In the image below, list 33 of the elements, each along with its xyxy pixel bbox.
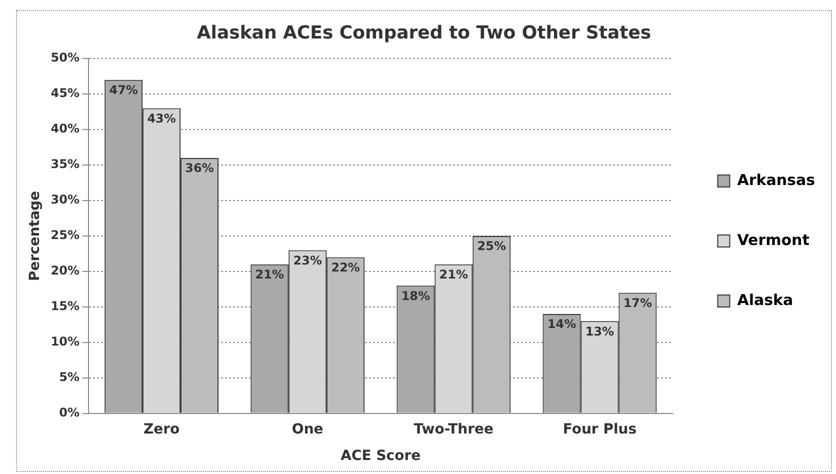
y-tick-label: 50% bbox=[50, 50, 80, 65]
y-tick-label: 15% bbox=[50, 299, 80, 314]
y-tick-label: 10% bbox=[50, 334, 80, 349]
x-tick-label: Zero bbox=[143, 421, 180, 438]
data-label: 22% bbox=[331, 260, 360, 274]
x-tick-label: One bbox=[292, 421, 324, 438]
y-tick-label: 0% bbox=[59, 406, 80, 420]
data-label: 14% bbox=[547, 317, 576, 332]
data-label: 13% bbox=[585, 324, 614, 338]
data-label: 47% bbox=[109, 83, 138, 98]
data-label: 43% bbox=[147, 111, 176, 126]
data-label: 25% bbox=[477, 239, 506, 254]
data-label: 21% bbox=[439, 268, 468, 282]
data-label: 36% bbox=[185, 161, 214, 176]
x-axis-title: ACE Score bbox=[340, 448, 421, 464]
y-tick-label: 35% bbox=[50, 157, 80, 172]
data-label: 23% bbox=[293, 253, 322, 268]
legend-label: Alaska bbox=[737, 290, 794, 309]
y-tick-label: 40% bbox=[50, 122, 80, 136]
y-axis-title: Percentage bbox=[27, 190, 44, 282]
data-label: 18% bbox=[401, 288, 430, 303]
chart-title: Alaskan ACEs Compared to Two Other States bbox=[196, 22, 652, 44]
x-tick-label: Two-Three bbox=[414, 421, 494, 438]
y-tick-label: 25% bbox=[50, 228, 80, 242]
legend-label: Arkansas bbox=[737, 170, 816, 189]
data-label: 17% bbox=[623, 296, 652, 310]
data-label: 21% bbox=[255, 268, 284, 282]
x-tick-label: Four Plus bbox=[562, 421, 637, 438]
y-tick-label: 20% bbox=[50, 264, 80, 278]
y-tick-label: 45% bbox=[50, 86, 80, 100]
legend-label: Vermont bbox=[737, 230, 810, 249]
y-tick-label: 5% bbox=[59, 370, 80, 384]
y-tick-label: 30% bbox=[50, 192, 80, 207]
